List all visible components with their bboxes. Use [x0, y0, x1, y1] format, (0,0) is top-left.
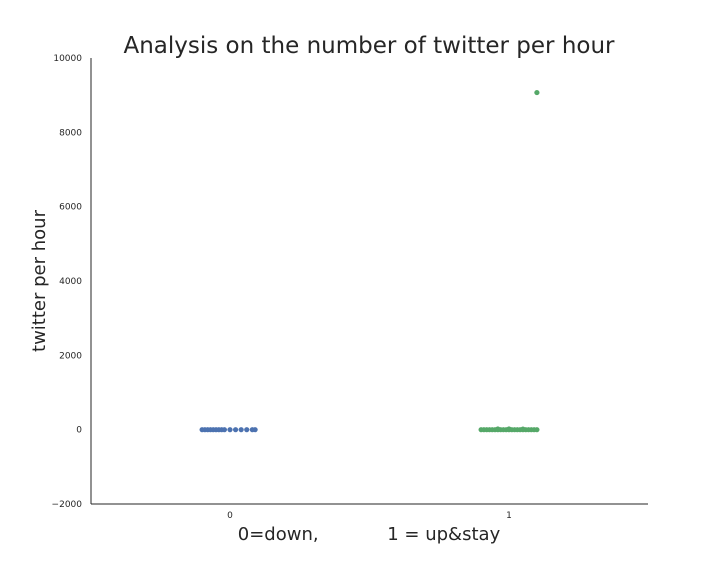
data-point-0: [244, 427, 250, 433]
y-tick-label: 2000: [59, 351, 82, 361]
data-point-0: [221, 427, 228, 433]
x-tick-label: 0: [227, 511, 233, 521]
y-tick-label: 6000: [59, 203, 82, 213]
x-tick-label: 1: [506, 511, 512, 521]
y-tick-label: 8000: [59, 128, 82, 138]
data-point-0: [232, 427, 239, 433]
data-point-0: [227, 427, 233, 433]
x-axis-label: 0=down, 1 = up&stay: [238, 524, 501, 545]
y-axis-label: twitter per hour: [29, 209, 50, 352]
data-point-0: [252, 427, 258, 433]
y-axis-ticks: −2000 0 2000 4000 6000 8000 10000: [52, 54, 83, 510]
data-point-1: [495, 426, 501, 432]
y-tick-label: 0: [76, 426, 82, 436]
y-tick-label: −2000: [52, 500, 83, 510]
chart-title: Analysis on the number of twitter per ho…: [123, 33, 615, 59]
data-point-1: [534, 427, 540, 433]
data-points: [199, 89, 540, 433]
y-tick-label: 10000: [53, 54, 82, 64]
y-tick-label: 4000: [59, 277, 82, 287]
data-point-0: [238, 427, 244, 433]
data-point-1: [534, 89, 540, 96]
